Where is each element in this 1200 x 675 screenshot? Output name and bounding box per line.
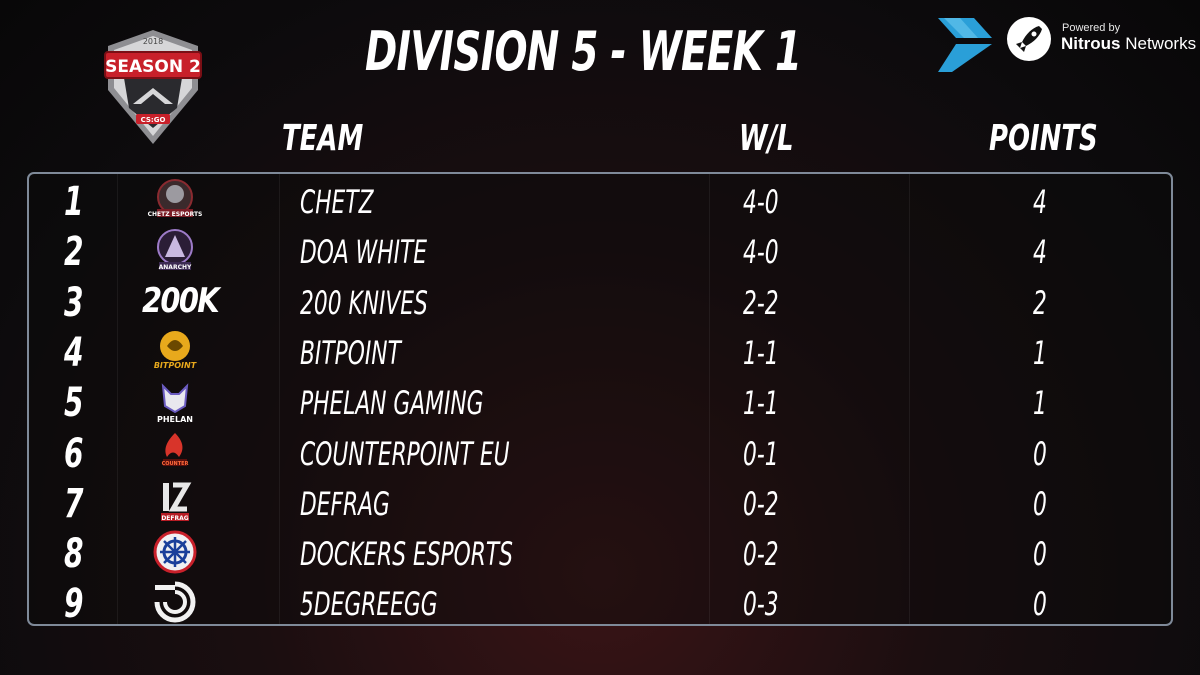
200k-logo-icon: 200K — [142, 280, 220, 321]
win-loss-record: 4-0 — [743, 183, 779, 221]
rank-number: 3 — [64, 279, 84, 326]
team-name: DOA WHITE — [300, 233, 428, 272]
win-loss-record: 4-0 — [743, 233, 779, 272]
ship-wheel-logo-icon — [145, 529, 205, 575]
team-logo-text: DEFRAG — [161, 515, 188, 522]
win-loss-record: 2-2 — [743, 283, 779, 322]
team-name: PHELAN GAMING — [300, 384, 484, 423]
team-logo-text: PHELAN — [157, 415, 193, 424]
points-value: 2 — [1033, 283, 1047, 322]
chetz-esports-logo-icon: CHETZ ESPORTS — [145, 177, 205, 223]
rank-number: 2 — [64, 229, 84, 276]
points-value: 0 — [1033, 434, 1047, 473]
table-row: 2 ANARCHY DOA WHITE 4-0 4 — [0, 225, 1200, 275]
team-logo-text: BITPOINT — [154, 361, 197, 370]
rank-number: 5 — [64, 380, 84, 427]
points-value: 0 — [1033, 535, 1047, 574]
team-logo-text: COUNTER — [162, 461, 189, 467]
team-logo-text: CHETZ ESPORTS — [148, 211, 203, 218]
table-row: 6 COUNTER COUNTERPOINT EU 0-1 0 — [0, 427, 1200, 477]
season-label: SEASON 2 — [105, 57, 201, 77]
speed-chevron-icon — [938, 18, 992, 72]
rank-number: 4 — [64, 329, 84, 376]
win-loss-record: 0-2 — [743, 535, 779, 574]
points-value: 0 — [1033, 585, 1047, 624]
season-crest-icon: 2018 SEASON 2 CS:GO — [104, 30, 202, 144]
column-header-team: TEAM — [282, 118, 364, 159]
team-name: DEFRAG — [300, 484, 390, 523]
points-value: 0 — [1033, 484, 1047, 523]
win-loss-record: 1-1 — [743, 333, 779, 372]
anarchy-logo-icon: ANARCHY — [145, 227, 205, 273]
team-name: COUNTERPOINT EU — [300, 434, 510, 473]
points-value: 1 — [1033, 333, 1047, 372]
team-name: BITPOINT — [300, 333, 401, 372]
win-loss-record: 1-1 — [743, 384, 779, 423]
phelan-wolf-logo-icon: PHELAN — [145, 378, 205, 424]
table-row: 9 5DEGREEGG 0-3 0 — [0, 577, 1200, 627]
win-loss-record: 0-2 — [743, 484, 779, 523]
season-game: CS:GO — [141, 116, 166, 124]
win-loss-record: 0-1 — [743, 434, 779, 473]
column-header-points: POINTS — [989, 118, 1098, 159]
table-row: 8 DOCKERS ESPORTS 0-2 0 — [0, 527, 1200, 577]
table-row: 4 BITPOINT BITPOINT 1-1 1 — [0, 326, 1200, 376]
powered-by-label: Powered by — [1062, 22, 1121, 34]
rank-number: 8 — [64, 531, 84, 578]
counterpoint-logo-icon: COUNTER — [145, 429, 205, 475]
season-year: 2018 — [143, 37, 163, 46]
team-name: CHETZ — [300, 183, 374, 221]
rocket-badge-icon — [1007, 17, 1051, 61]
points-value: 4 — [1033, 183, 1047, 221]
table-row: 7 DEFRAG DEFRAG 0-2 0 — [0, 477, 1200, 527]
page-title: DIVISION 5 - WEEK 1 — [365, 20, 802, 83]
standings-table — [27, 172, 1173, 626]
win-loss-record: 0-3 — [743, 585, 779, 624]
defrag-logo-icon: DEFRAG — [145, 479, 205, 525]
rank-number: 6 — [64, 430, 84, 477]
points-value: 1 — [1033, 384, 1047, 423]
team-logo-text: ANARCHY — [159, 264, 192, 271]
team-name: 5DEGREEGG — [300, 585, 438, 624]
bitpoint-logo-icon: BITPOINT — [145, 328, 205, 374]
column-header-wl: W/L — [739, 118, 794, 159]
rank-number: 7 — [64, 480, 84, 527]
rank-number: 1 — [64, 179, 84, 225]
table-row: 3 200K 200 KNIVES 2-2 2 — [0, 276, 1200, 326]
sponsor-name: Nitrous Networks — [1061, 34, 1197, 53]
5degree-logo-icon — [145, 579, 205, 625]
team-name: DOCKERS ESPORTS — [300, 535, 513, 574]
points-value: 4 — [1033, 233, 1047, 272]
rank-number: 9 — [64, 581, 84, 628]
table-row: 5 PHELAN PHELAN GAMING 1-1 1 — [0, 376, 1200, 426]
team-name: 200 KNIVES — [300, 283, 428, 322]
table-row: 1 CHETZ ESPORTS CHETZ 4-0 4 — [0, 175, 1200, 225]
